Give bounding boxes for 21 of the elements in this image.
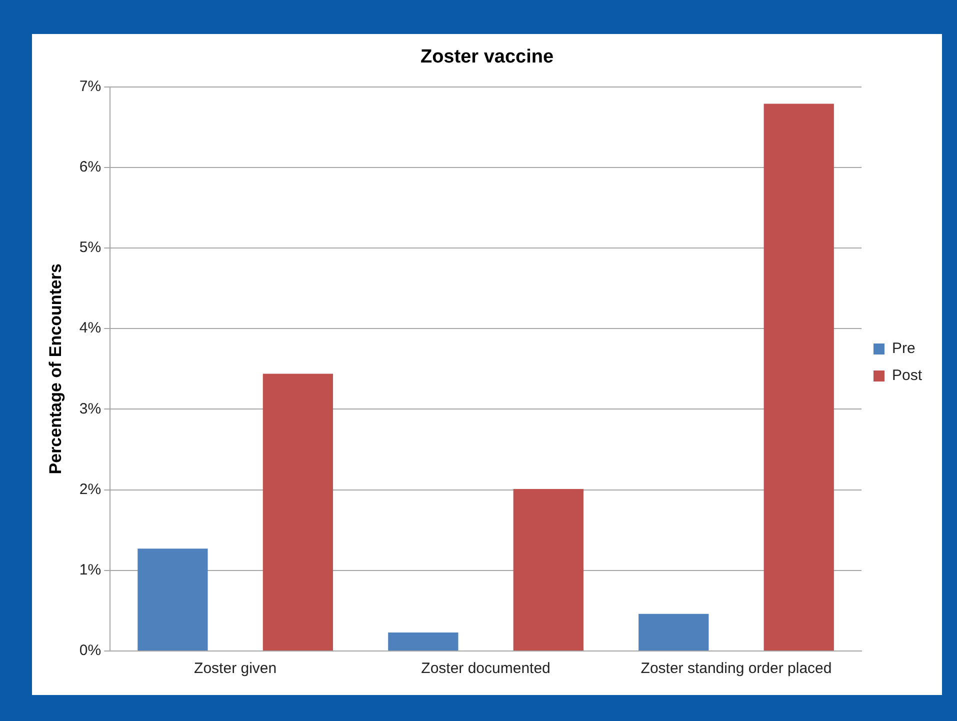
x-tick-label: Zoster documented <box>421 660 550 678</box>
y-tick-label: 6% <box>79 158 102 176</box>
y-tick-label: 3% <box>79 400 102 418</box>
y-axis-title: Percentage of Encounters <box>46 264 65 474</box>
bar <box>262 374 333 650</box>
y-tick-label: 7% <box>79 78 102 95</box>
bar <box>138 548 208 650</box>
y-tick-label: 5% <box>79 239 102 256</box>
x-tick-label: Zoster given <box>194 660 277 678</box>
chart-title: Zoster vaccine <box>420 46 554 68</box>
bar <box>388 632 458 650</box>
legend-label: Pre <box>892 340 916 358</box>
legend-label: Post <box>892 367 923 384</box>
y-tick-label: 0% <box>79 642 102 660</box>
bar <box>513 488 584 650</box>
x-tick-label: Zoster standing order placed <box>640 660 832 678</box>
y-tick-label: 4% <box>79 320 102 337</box>
y-tick-label: 1% <box>79 562 102 579</box>
y-tick-label: 2% <box>79 480 102 498</box>
bar <box>638 614 709 650</box>
bar <box>764 104 834 650</box>
